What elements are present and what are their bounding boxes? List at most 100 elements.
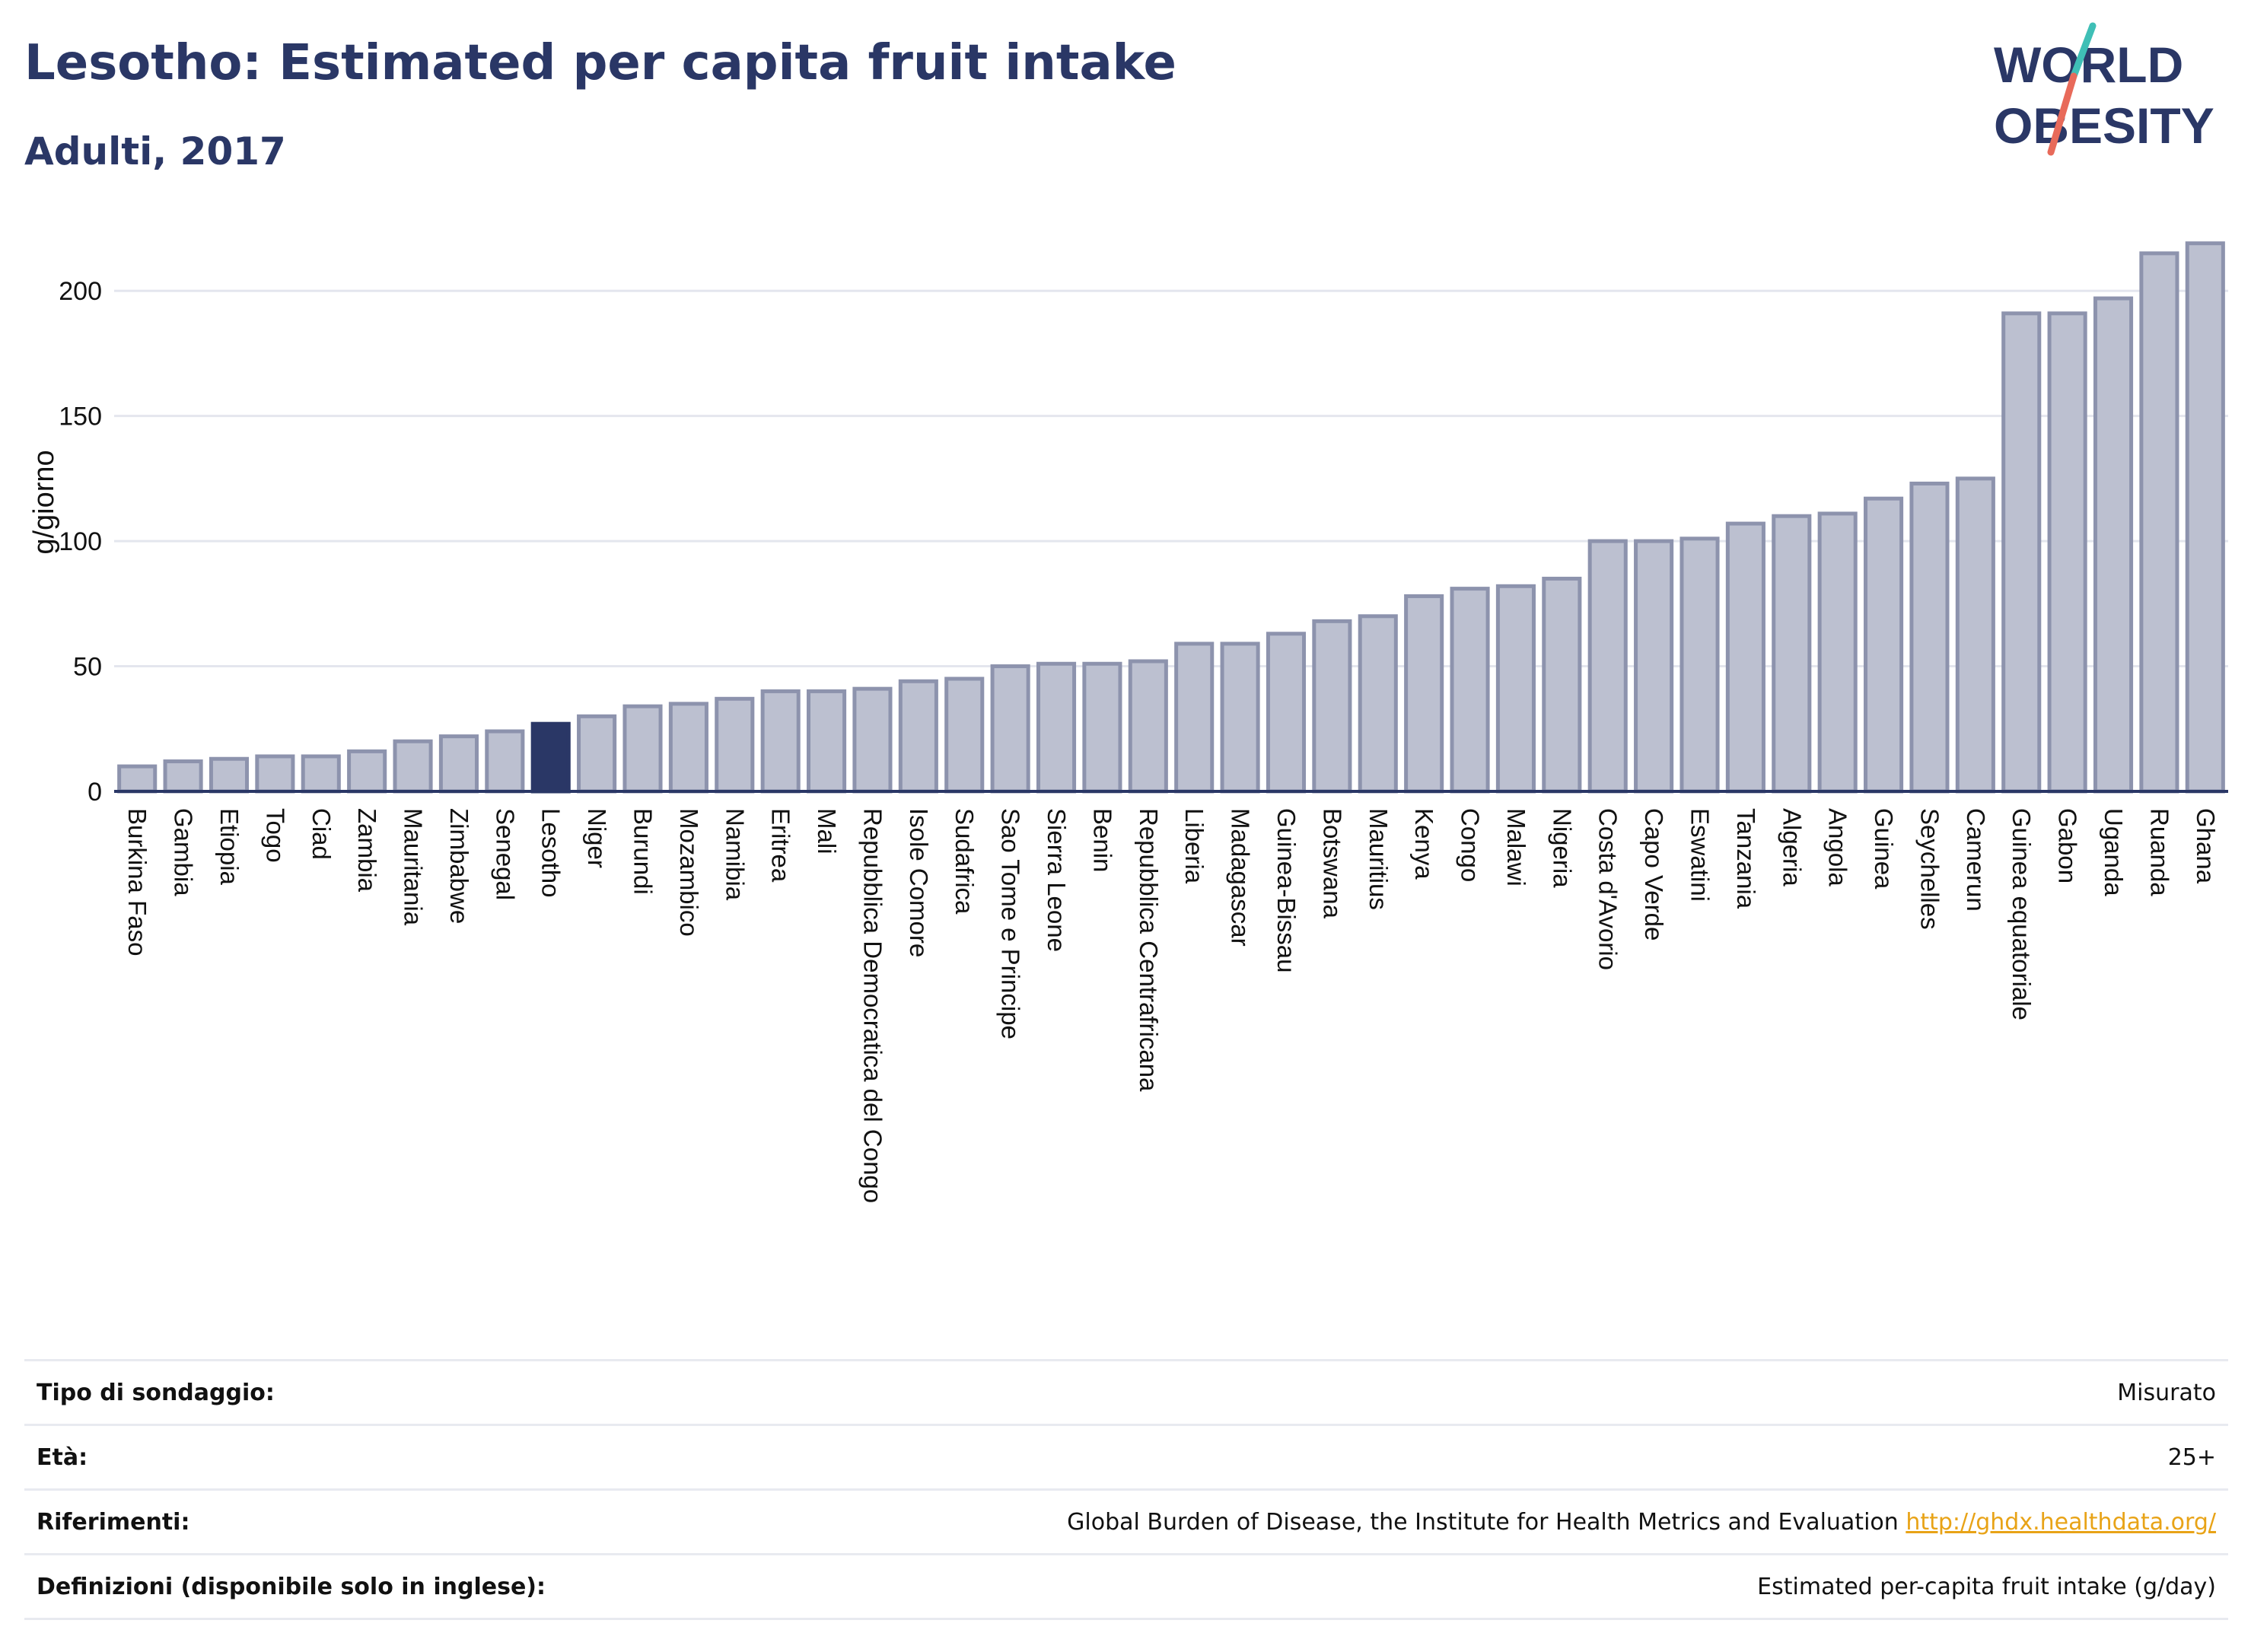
bar-guinea-bissau [1266, 632, 1307, 794]
info-row-age: Età: 25+ [24, 1424, 2228, 1488]
info-label: Età: [37, 1444, 88, 1471]
x-tick-label: Etiopia [215, 808, 244, 886]
x-tick-label: Sao Tome e Principe [997, 808, 1025, 1039]
bar-eswatini [1679, 536, 1720, 794]
bar-tanzania [1725, 521, 1765, 794]
x-tick-label: Togo [261, 808, 289, 863]
x-tick-label: Tanzania [1732, 808, 1760, 909]
y-tick-label: 150 [59, 403, 102, 431]
chart-subtitle: Adulti, 2017 [24, 129, 286, 173]
bar-algeria [1772, 514, 1812, 794]
reference-text: Global Burden of Disease, the Institute … [1067, 1508, 1906, 1536]
bar-guinea-equatoriale [2001, 311, 2042, 794]
x-tick-label: Sierra Leone [1043, 808, 1071, 952]
x-tick-label: Mozambico [675, 808, 703, 937]
info-value: Estimated per-capita fruit intake (g/day… [1757, 1573, 2216, 1600]
x-tick-label: Liberia [1180, 808, 1208, 884]
bar-ciad [301, 754, 341, 794]
reference-link[interactable]: http://ghdx.healthdata.org/ [1906, 1508, 2216, 1536]
bar-isole-comore [898, 679, 938, 794]
info-label: Definizioni (disponibile solo in inglese… [37, 1573, 546, 1600]
bar-mauritius [1358, 614, 1398, 794]
bar-costa-d-avorio [1587, 539, 1628, 794]
x-tick-label: Eritrea [767, 808, 795, 883]
bar-capo-verde [1634, 539, 1674, 794]
x-tick-label: Costa d'Avorio [1594, 808, 1622, 970]
x-tick-label: Lesotho [537, 808, 565, 897]
info-row-survey-type: Tipo di sondaggio: Misurato [24, 1359, 2228, 1424]
bar-burkina-faso [117, 764, 158, 794]
bar-chart: 0 50 100 150 200 Burkina Faso Gambia Etiopia To… [28, 241, 2228, 1203]
bar-gambia [163, 759, 203, 794]
bar-benin [1082, 661, 1122, 794]
info-table: Tipo di sondaggio: Misurato Età: 25+ Rif… [24, 1359, 2228, 1620]
info-label: Tipo di sondaggio: [37, 1379, 275, 1406]
bar-seychelles [1909, 481, 1950, 794]
x-tick-label: Kenya [1410, 808, 1438, 880]
bar-congo [1450, 587, 1490, 794]
chart-title: Lesotho: Estimated per capita fruit inta… [24, 35, 1176, 91]
bar-sudafrica [944, 676, 985, 794]
info-row-references: Riferimenti: Global Burden of Disease, t… [24, 1488, 2228, 1553]
x-tick-labels: Burkina Faso Gambia Etiopia Togo Ciad Zambia M… [123, 808, 2220, 1203]
bar-liberia [1174, 641, 1215, 794]
bar-zambia [347, 749, 387, 794]
bar-nigeria [1542, 576, 1582, 794]
x-tick-label: Algeria [1778, 808, 1806, 886]
y-tick-label: 100 [59, 527, 102, 556]
x-tick-label: Ghana [2192, 808, 2220, 884]
x-tick-label: Senegal [491, 808, 519, 900]
bar-sierra-leone [1036, 661, 1077, 794]
x-tick-label: Guinea equatoriale [2007, 808, 2036, 1020]
x-tick-label: Mali [813, 808, 841, 855]
world-obesity-logo: WORLD OBESITY [1994, 22, 2214, 156]
x-tick-label: Angola [1824, 808, 1852, 886]
y-tick-label: 50 [73, 653, 102, 682]
bar-botswana [1312, 619, 1352, 794]
bar-guinea [1864, 496, 1904, 794]
x-tick-label: Mauritania [400, 808, 428, 926]
x-tick-label: Camerun [1962, 808, 1990, 912]
x-tick-label: Botswana [1318, 808, 1346, 919]
y-axis-label: g/giorno [28, 450, 60, 554]
logo-slash-red [2047, 72, 2077, 156]
x-tick-label: Namibia [721, 808, 749, 901]
bar-zimbabwe [438, 734, 479, 794]
x-tick-label: Guinea [1870, 808, 1898, 890]
bar-senegal [485, 729, 525, 794]
info-label: Riferimenti: [37, 1508, 190, 1536]
bar-ghana [2185, 241, 2225, 794]
x-tick-label: Repubblica Democratica del Congo [858, 808, 887, 1203]
bar-lesotho [530, 721, 571, 794]
x-tick-label: Isole Comore [905, 808, 933, 957]
x-tick-label: Nigeria [1548, 808, 1576, 888]
x-tick-label: Seychelles [1915, 808, 1944, 930]
bar-gabon [2047, 311, 2087, 794]
x-tick-label: Uganda [2100, 808, 2128, 896]
x-tick-label: Congo [1457, 808, 1485, 882]
y-tick-label: 200 [59, 277, 102, 306]
x-tick-label: Mauritius [1364, 808, 1393, 910]
x-tick-label: Repubblica Centrafricana [1135, 808, 1163, 1092]
bar-ruanda [2139, 251, 2179, 794]
x-tick-label: Eswatini [1686, 808, 1715, 902]
bar-mali [807, 689, 847, 794]
x-tick-label: Ruanda [2145, 808, 2173, 896]
bar-uganda [2093, 296, 2134, 794]
info-row-definitions: Definizioni (disponibile solo in inglese… [24, 1553, 2228, 1620]
x-tick-label: Burundi [629, 808, 657, 895]
info-value: Misurato [2117, 1379, 2216, 1406]
x-tick-label: Benin [1088, 808, 1116, 872]
bar-mauritania [393, 739, 433, 794]
bar-togo [255, 754, 295, 794]
y-tick-label: 0 [88, 778, 102, 807]
bar-malawi [1495, 584, 1536, 794]
bar-repubblica-democratica-del-congo [852, 686, 893, 794]
bar-sao-tome-e-principe [990, 664, 1030, 794]
bar-eritrea [760, 689, 801, 794]
logo-text-obesity: OBESITY [1994, 97, 2214, 154]
x-tick-label: Madagascar [1227, 808, 1255, 947]
bars [117, 241, 2225, 794]
x-tick-label: Zimbabwe [445, 808, 473, 924]
bar-madagascar [1220, 641, 1260, 794]
